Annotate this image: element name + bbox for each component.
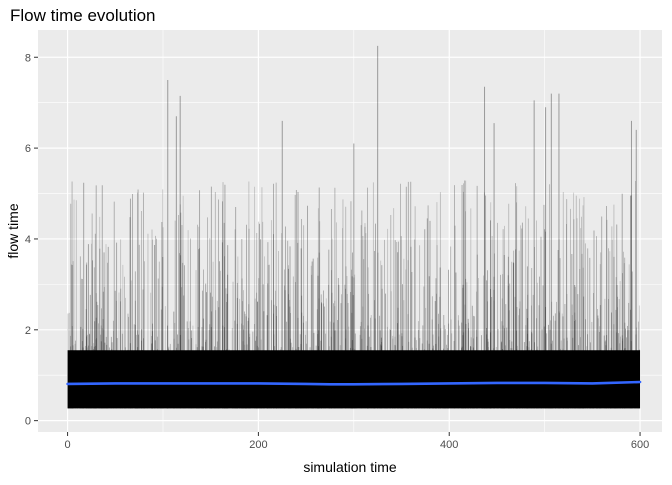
y-tick-label: 8 — [25, 52, 31, 64]
y-tick-label: 4 — [25, 234, 31, 246]
dense-flow-band — [67, 350, 641, 409]
x-tick-label: 200 — [249, 439, 267, 451]
grid-lines — [38, 30, 662, 432]
x-tick-label: 400 — [440, 439, 458, 451]
axes: 0 200 400 600 0 2 4 6 8 — [25, 52, 649, 451]
y-axis-label: flow time — [5, 203, 21, 258]
x-axis-label: simulation time — [303, 459, 397, 475]
smooth-trend-line — [66, 380, 642, 386]
y-tick-label: 2 — [25, 325, 31, 337]
x-tick-label: 600 — [631, 439, 649, 451]
chart-title: Flow time evolution — [10, 6, 156, 25]
x-tick-label: 0 — [65, 439, 71, 451]
y-tick-label: 6 — [25, 143, 31, 155]
smooth-trend-series — [66, 380, 642, 386]
y-tick-label: 0 — [25, 416, 31, 428]
